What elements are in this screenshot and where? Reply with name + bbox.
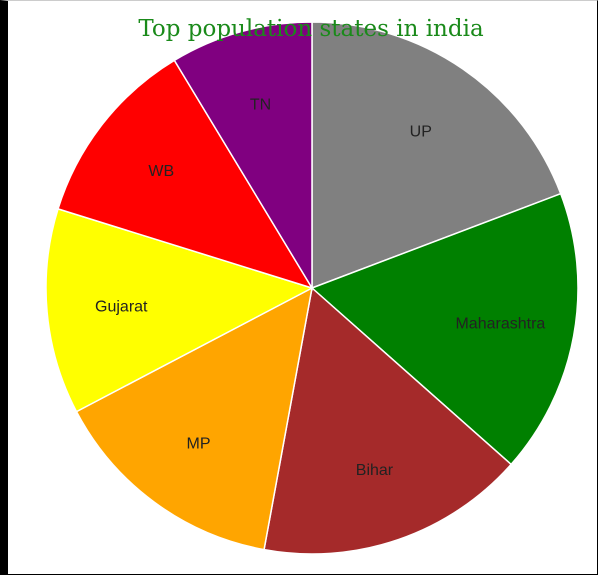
pie-label-bihar: Bihar	[356, 462, 394, 479]
pie-label-mp: MP	[186, 435, 210, 452]
pie-label-wb: WB	[148, 163, 174, 180]
pie-chart: UP Maharashtra Bihar MP Gujarat WB TN Top popu…	[8, 1, 598, 576]
pie-label-up: UP	[410, 123, 432, 140]
pie-label-gujarat: Gujarat	[95, 298, 148, 315]
pie-label-maharashtra: Maharashtra	[455, 316, 545, 333]
chart-title: Top population states in india	[138, 16, 484, 42]
pie-slices	[46, 22, 578, 554]
pie-label-tn: TN	[250, 97, 271, 114]
